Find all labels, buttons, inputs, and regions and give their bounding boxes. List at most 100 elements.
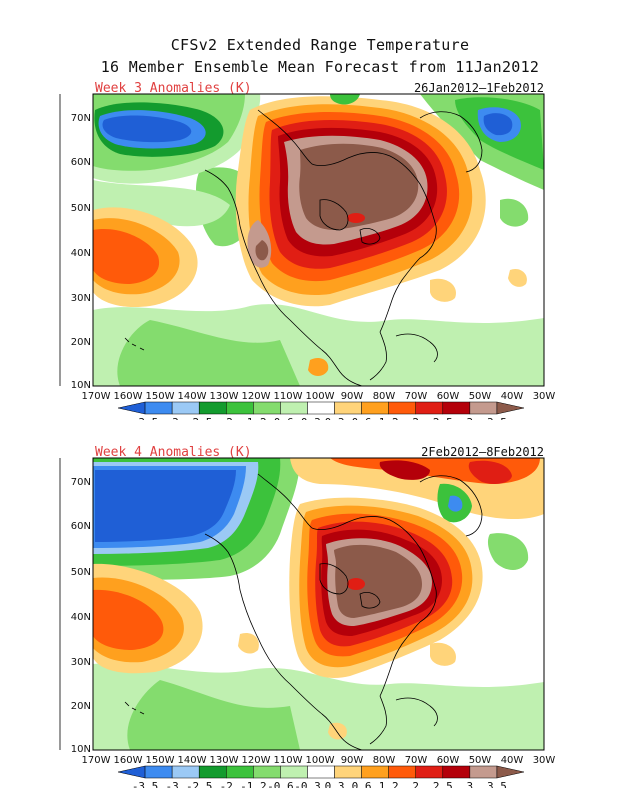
colorbar-segment: [469, 401, 498, 415]
svg-text:70W: 70W: [405, 755, 428, 766]
colorbar-level-label: 1.2: [379, 416, 399, 420]
colorbar-segment: [253, 765, 281, 779]
svg-text:40W: 40W: [501, 391, 524, 402]
svg-text:130W: 130W: [210, 755, 239, 766]
colorbar-segment: [226, 401, 254, 415]
colorbar-segment: [198, 401, 227, 415]
svg-text:70N: 70N: [71, 113, 91, 124]
week3-lon-ticks: 170W 160W 150W 140W 130W 120W 110W 100W …: [82, 391, 556, 402]
svg-text:90W: 90W: [341, 391, 364, 402]
week3-map-frame: [92, 93, 545, 387]
svg-text:40N: 40N: [71, 612, 91, 623]
svg-text:60N: 60N: [71, 521, 91, 532]
week4-anomaly-field: [93, 458, 544, 750]
svg-text:80W: 80W: [373, 755, 396, 766]
colorbar-level-label: -3: [166, 416, 179, 420]
colorbar-segment: [334, 765, 362, 779]
colorbar-level-label: 0.3: [325, 416, 345, 420]
week3-map-panel: Week 3 Anomalies (K) 26Jan2012–1Feb2012: [59, 81, 556, 420]
week3-lat-ticks: 70N 60N 50N 40N 30N 20N 10N: [71, 113, 91, 391]
colorbar-level-label: -0.3: [294, 780, 321, 788]
colorbar-segment: [144, 401, 173, 415]
colorbar-level-label: -3.5: [132, 416, 159, 420]
colorbar-segment: [496, 765, 525, 779]
week4-dates: 2Feb2012–8Feb2012: [421, 445, 544, 459]
week4-colorbar: -3.5 -3 -2.5 -2 -1.2 -0.6 -0.3 0.3 0.6 1.2 2 2.5 3 3.…: [117, 765, 525, 788]
svg-text:70W: 70W: [405, 391, 428, 402]
svg-text:170W: 170W: [82, 755, 111, 766]
colorbar-level-label: 2: [412, 780, 419, 788]
colorbar-segment: [496, 401, 525, 415]
colorbar-level-label: -0.6: [267, 416, 294, 420]
colorbar-segment: [388, 765, 416, 779]
colorbar-segment: [117, 765, 146, 779]
colorbar-level-label: -2: [220, 416, 233, 420]
svg-text:110W: 110W: [274, 391, 303, 402]
svg-text:70N: 70N: [71, 477, 91, 488]
svg-text:160W: 160W: [114, 755, 143, 766]
colorbar-level-label: 2.5: [433, 780, 453, 788]
colorbar-level-label: -1.2: [240, 416, 267, 420]
week4-lon-ticks: 170W 160W 150W 140W 130W 120W 110W 100W …: [82, 755, 556, 766]
colorbar-level-label: 2: [412, 416, 419, 420]
colorbar-level-label: 3: [467, 416, 474, 420]
week4-lat-ticks: 70N 60N 50N 40N 30N 20N 10N: [71, 477, 91, 755]
week4-label: Week 4 Anomalies (K): [95, 445, 252, 460]
colorbar-segment: [442, 401, 471, 415]
colorbar-segment: [226, 765, 254, 779]
svg-text:50N: 50N: [71, 567, 91, 578]
colorbar-segment: [198, 765, 227, 779]
colorbar-level-label: 3.5: [487, 416, 507, 420]
colorbar-segment: [307, 765, 335, 779]
week3-coastlines: [124, 109, 483, 386]
colorbar-segment: [415, 401, 444, 415]
week3-label: Week 3 Anomalies (K): [95, 81, 252, 96]
svg-text:140W: 140W: [178, 755, 207, 766]
colorbar-segment: [415, 765, 444, 779]
colorbar-segment: [280, 765, 308, 779]
svg-text:140W: 140W: [178, 391, 207, 402]
svg-text:50W: 50W: [469, 755, 492, 766]
svg-text:100W: 100W: [306, 391, 335, 402]
svg-text:20N: 20N: [71, 701, 91, 712]
svg-text:10N: 10N: [71, 744, 91, 755]
svg-text:150W: 150W: [146, 755, 175, 766]
svg-text:160W: 160W: [114, 391, 143, 402]
week3-colorbar: -3.5 -3 -2.5 -2 -1.2-0.6-0.3 0.3 0.6 1.2 2 2.5 3 3.…: [117, 401, 525, 420]
svg-text:110W: 110W: [274, 755, 303, 766]
colorbar-level-label: 2.5: [433, 416, 453, 420]
colorbar-level-label: -0.3: [294, 416, 321, 420]
colorbar-level-label: 0.6: [352, 416, 372, 420]
colorbar-segment: [307, 401, 335, 415]
colorbar-level-label: 3: [467, 780, 474, 788]
week4-map-frame: [92, 457, 545, 751]
colorbar-segment: [280, 401, 308, 415]
colorbar-level-label: -2.5: [186, 780, 213, 788]
svg-text:100W: 100W: [306, 755, 335, 766]
colorbar-level-label: 3.5: [487, 780, 507, 788]
colorbar-segment: [171, 765, 200, 779]
svg-text:120W: 120W: [242, 755, 271, 766]
colorbar-segment: [361, 765, 389, 779]
week3-dates: 26Jan2012–1Feb2012: [414, 81, 544, 95]
colorbar-segment: [442, 765, 471, 779]
svg-text:40W: 40W: [501, 755, 524, 766]
colorbar-level-label: -3: [166, 780, 179, 788]
map-title: CFSv2 Extended Range Temperature: [170, 36, 470, 54]
svg-text:150W: 150W: [146, 391, 175, 402]
map-subtitle: 16 Member Ensemble Mean Forecast from 11…: [100, 58, 540, 76]
svg-text:30W: 30W: [533, 391, 556, 402]
colorbar-segment: [171, 401, 200, 415]
colorbar-level-label: -1.2: [240, 780, 267, 788]
colorbar-level-label: -3.5: [132, 780, 159, 788]
svg-text:170W: 170W: [82, 391, 111, 402]
colorbar-level-label: 1.2: [379, 780, 399, 788]
colorbar-segment: [144, 765, 173, 779]
svg-text:30N: 30N: [71, 293, 91, 304]
colorbar-level-label: -2: [220, 780, 233, 788]
colorbar-segment: [361, 401, 389, 415]
svg-text:90W: 90W: [341, 755, 364, 766]
colorbar-level-label: -2.5: [186, 416, 213, 420]
svg-text:20N: 20N: [71, 337, 91, 348]
colorbar-segment: [469, 765, 498, 779]
